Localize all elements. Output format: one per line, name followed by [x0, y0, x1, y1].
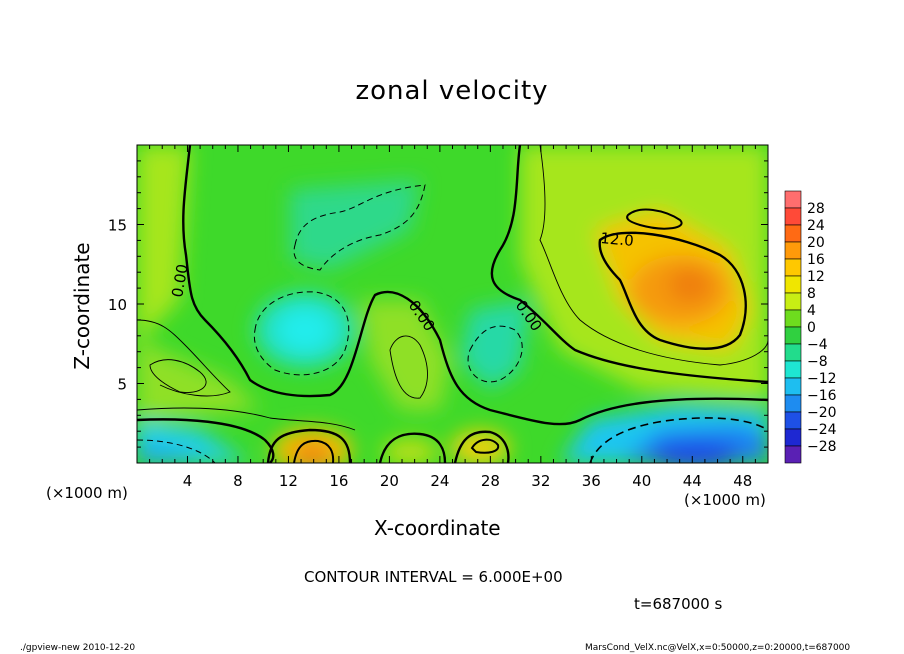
colorbar-swatch — [784, 411, 802, 430]
colorbar-swatch — [784, 394, 802, 413]
colorbar-label: 20 — [807, 235, 825, 251]
contour-lines — [137, 145, 768, 463]
contour-label: 0.00 — [168, 263, 192, 299]
colorbar-swatch — [784, 258, 802, 277]
colorbar-label: 8 — [807, 286, 816, 302]
y-axis-label: Z-coordinate — [70, 242, 94, 370]
x-axis-label: X-coordinate — [374, 516, 501, 540]
colorbar-swatch — [784, 326, 802, 345]
colorbar-swatch — [784, 190, 802, 209]
x-tick-label: 44 — [683, 472, 702, 490]
colorbar-swatch — [784, 445, 802, 464]
colorbar-label: −20 — [807, 405, 837, 421]
velocity-field — [137, 145, 768, 463]
colorbar-label: −12 — [807, 371, 837, 387]
x-unit-label-left: (×1000 m) — [46, 484, 128, 502]
colorbar-label: −16 — [807, 388, 837, 404]
colorbar-swatch — [784, 207, 802, 226]
y-tick-label: 5 — [117, 376, 127, 394]
colorbar-label: −8 — [807, 354, 828, 370]
colorbar-label: 28 — [807, 201, 825, 217]
x-tick-label: 48 — [733, 472, 752, 490]
colorbar-swatch — [784, 309, 802, 328]
x-tick-label: 16 — [329, 472, 348, 490]
colorbar-label: −24 — [807, 422, 837, 438]
x-tick-label: 36 — [582, 472, 601, 490]
colorbar-swatch — [784, 241, 802, 260]
y-tick-label: 15 — [108, 217, 127, 235]
x-tick-label: 24 — [430, 472, 449, 490]
colorbar-swatch — [784, 360, 802, 379]
colorbar-swatch — [784, 224, 802, 243]
x-unit-label-right: (×1000 m) — [684, 491, 766, 509]
y-ticks: 5 10 15 — [108, 144, 768, 464]
x-tick-label: 8 — [233, 472, 243, 490]
x-ticks: 4 8 12 16 20 24 28 32 36 40 44 48 — [136, 145, 769, 490]
colorbar-label: −4 — [807, 337, 828, 353]
x-tick-label: 28 — [481, 472, 500, 490]
x-tick-label: 32 — [531, 472, 550, 490]
chart-title: zonal velocity — [355, 76, 549, 106]
contour-interval-text: CONTOUR INTERVAL = 6.000E+00 — [304, 568, 563, 586]
x-tick-label: 4 — [183, 472, 193, 490]
y-tick-label: 10 — [108, 296, 127, 314]
colorbar-swatch — [784, 377, 802, 396]
x-tick-label: 40 — [632, 472, 651, 490]
colorbar-label: 0 — [807, 320, 816, 336]
x-tick-label: 12 — [279, 472, 298, 490]
colorbar-label: 4 — [807, 303, 816, 319]
colorbar-swatch — [784, 275, 802, 294]
footer-right: MarsCond_VelX.nc@VelX,x=0:50000,z=0:2000… — [585, 643, 851, 653]
x-tick-label: 20 — [380, 472, 399, 490]
colorbar-swatch — [784, 428, 802, 447]
contour-label: 12.0 — [600, 229, 635, 250]
colorbar-label: 12 — [807, 269, 825, 285]
colorbar-label: 16 — [807, 252, 825, 268]
time-text: t=687000 s — [634, 595, 723, 613]
colorbar-swatch — [784, 343, 802, 362]
footer-left: ./gpview-new 2010-12-20 — [20, 643, 136, 653]
colorbar-swatch — [784, 292, 802, 311]
colorbar-label: 24 — [807, 218, 825, 234]
colorbar-label: −28 — [807, 439, 837, 455]
